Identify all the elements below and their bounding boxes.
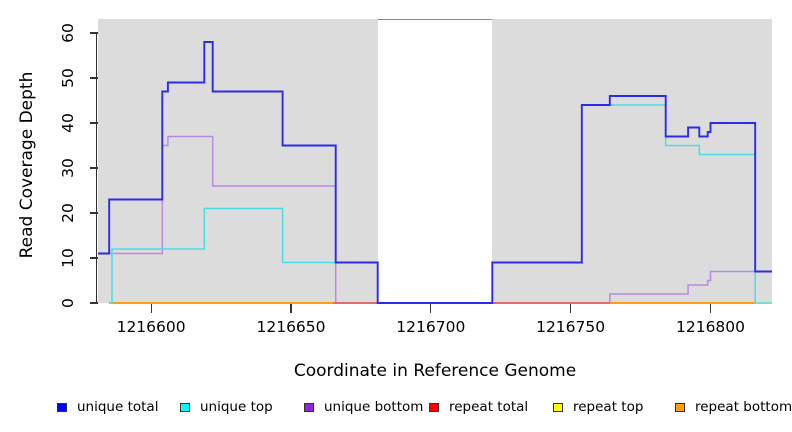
legend-label: unique top: [200, 399, 273, 415]
legend-swatch: [304, 402, 314, 412]
legend-label: unique total: [77, 399, 159, 415]
x-tick-mark: [570, 303, 572, 313]
y-tick-label: 50: [59, 68, 77, 88]
y-tick-label: 30: [59, 158, 77, 178]
y-tick-mark: [89, 257, 98, 259]
x-axis-title: Coordinate in Reference Genome: [293, 361, 577, 381]
y-tick-mark: [89, 212, 98, 214]
x-tick-mark: [290, 303, 292, 313]
y-tick-label: 40: [59, 113, 77, 133]
y-tick-mark: [89, 167, 98, 169]
x-tick-label: 1216600: [116, 318, 186, 336]
y-tick-label: 10: [59, 248, 77, 268]
legend-swatch: [553, 402, 563, 412]
y-tick-label: 20: [59, 203, 77, 223]
y-tick-label: 0: [59, 298, 77, 308]
x-tick-label: 1216800: [675, 318, 746, 336]
masked-region: [377, 20, 493, 303]
x-tick-label: 1216700: [396, 318, 466, 336]
legend-label: unique bottom: [324, 399, 424, 415]
y-axis-title: Read Coverage Depth: [17, 71, 37, 259]
legend-swatch: [429, 402, 439, 412]
legend-label: repeat top: [573, 399, 644, 415]
legend-swatch: [675, 402, 685, 412]
x-tick-mark: [430, 303, 432, 313]
x-tick-mark: [150, 303, 152, 313]
legend-label: repeat bottom: [695, 399, 792, 415]
x-tick-label: 1216650: [256, 318, 326, 336]
x-tick-label: 1216750: [536, 318, 606, 336]
y-tick-mark: [89, 302, 98, 304]
y-tick-label: 60: [59, 23, 77, 43]
x-tick-mark: [709, 303, 712, 313]
legend-label: repeat total: [449, 399, 529, 415]
masked-region-top-border: [377, 19, 493, 21]
y-tick-mark: [89, 77, 98, 79]
y-tick-mark: [89, 32, 98, 34]
legend-swatch: [57, 402, 67, 412]
y-tick-mark: [89, 122, 98, 124]
legend-swatch: [180, 402, 190, 412]
